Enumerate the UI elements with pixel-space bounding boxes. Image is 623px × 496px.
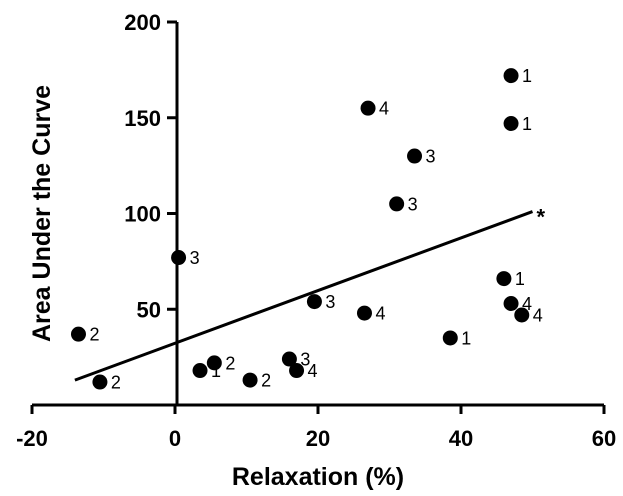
y-tick-label: 150: [124, 106, 161, 131]
data-point-label: 3: [190, 248, 200, 268]
data-point: [356, 305, 372, 321]
data-point: [306, 294, 322, 310]
data-point-label: 2: [225, 353, 235, 373]
data-point-label: 2: [89, 325, 99, 345]
x-tick-label: 60: [592, 426, 616, 451]
data-point-label: 1: [211, 361, 221, 381]
data-point: [496, 271, 512, 287]
data-point-label: 4: [308, 361, 318, 381]
x-tick-label: 20: [306, 426, 330, 451]
data-point: [70, 326, 86, 342]
data-point-label: 1: [515, 269, 525, 289]
data-point: [503, 68, 519, 84]
data-point-label: 4: [533, 305, 543, 325]
data-point-label: 1: [522, 66, 532, 86]
data-point: [360, 100, 376, 116]
data-point: [289, 363, 305, 379]
data-point: [242, 372, 258, 388]
data-point-label: 3: [300, 350, 310, 370]
data-point: [407, 148, 423, 164]
axes: [32, 22, 604, 407]
y-tick-label: 100: [124, 202, 161, 227]
x-tick-label: 0: [169, 426, 181, 451]
data-point-label: 1: [522, 114, 532, 134]
data-point: [503, 296, 519, 312]
regression-line: [74, 210, 534, 382]
data-point-label: 2: [111, 373, 121, 393]
data-point-label: 3: [325, 292, 335, 312]
data-point: [514, 307, 530, 323]
data-point: [503, 115, 519, 131]
data-point-label: 3: [408, 194, 418, 214]
data-point: [389, 196, 405, 212]
data-point-label: 4: [375, 304, 385, 324]
data-point-label: 4: [379, 99, 389, 119]
data-point: [206, 355, 222, 371]
data-point-label: 1: [461, 328, 471, 348]
data-point-label: 3: [426, 147, 436, 167]
data-point: [171, 250, 187, 266]
data-point-label: 4: [522, 294, 532, 314]
data-point: [281, 351, 297, 367]
data-point: [192, 363, 208, 379]
y-tick-label: 200: [124, 10, 161, 35]
x-tick-label: -20: [16, 426, 48, 451]
x-axis-title: Relaxation (%): [232, 463, 404, 491]
ticks: -20 0 20 40 60 50 100 150 200: [16, 10, 616, 451]
data-point: [92, 374, 108, 390]
y-axis-title: Area Under the Curve: [28, 85, 56, 342]
data-point: [442, 330, 458, 346]
data-point-label: 2: [261, 371, 271, 391]
x-tick-label: 40: [449, 426, 473, 451]
significance-annotation: *: [537, 205, 546, 230]
y-tick-label: 50: [137, 297, 161, 322]
